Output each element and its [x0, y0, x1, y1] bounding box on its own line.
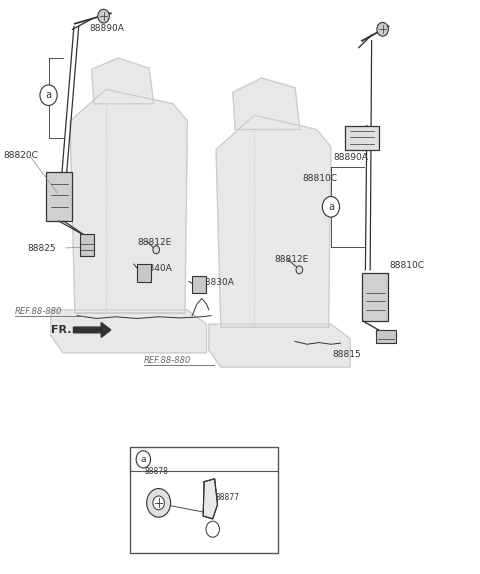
Polygon shape	[233, 78, 300, 130]
Circle shape	[296, 266, 303, 274]
Text: 88820C: 88820C	[3, 151, 38, 160]
Text: 88878: 88878	[144, 467, 168, 476]
Text: 88890A: 88890A	[89, 24, 124, 33]
Bar	[362, 273, 388, 321]
Text: a: a	[328, 202, 334, 212]
Text: 88810C: 88810C	[389, 261, 424, 270]
Text: a: a	[46, 90, 51, 100]
Circle shape	[377, 22, 388, 36]
Polygon shape	[92, 58, 154, 104]
Polygon shape	[70, 90, 187, 313]
Bar	[376, 330, 396, 343]
Text: REF.88-880: REF.88-880	[15, 307, 62, 316]
Circle shape	[206, 521, 219, 537]
Text: 88812E: 88812E	[137, 238, 171, 247]
Circle shape	[153, 246, 159, 254]
Circle shape	[136, 451, 151, 468]
Bar	[130, 447, 278, 553]
Text: 88830A: 88830A	[199, 278, 234, 287]
Polygon shape	[209, 324, 350, 367]
Text: 88840A: 88840A	[137, 264, 172, 273]
Text: 88815: 88815	[332, 350, 360, 359]
Polygon shape	[73, 323, 111, 338]
Circle shape	[98, 9, 109, 23]
Bar	[137, 264, 152, 282]
Text: 88877: 88877	[215, 492, 239, 502]
Polygon shape	[203, 479, 217, 519]
Text: 88890A: 88890A	[333, 153, 368, 162]
Text: a: a	[141, 455, 146, 464]
Bar	[46, 172, 72, 221]
Circle shape	[323, 196, 339, 217]
Bar	[80, 234, 94, 255]
Text: FR.: FR.	[51, 325, 72, 335]
Polygon shape	[51, 310, 206, 353]
Text: 88812E: 88812E	[275, 255, 309, 264]
Bar	[192, 276, 205, 293]
Text: REF.88-880: REF.88-880	[144, 356, 192, 365]
Circle shape	[147, 488, 170, 517]
Text: 88825: 88825	[27, 243, 56, 253]
Circle shape	[40, 85, 57, 106]
Text: 88810C: 88810C	[302, 174, 337, 183]
Bar	[345, 126, 379, 150]
Circle shape	[153, 496, 164, 510]
Polygon shape	[216, 115, 331, 327]
